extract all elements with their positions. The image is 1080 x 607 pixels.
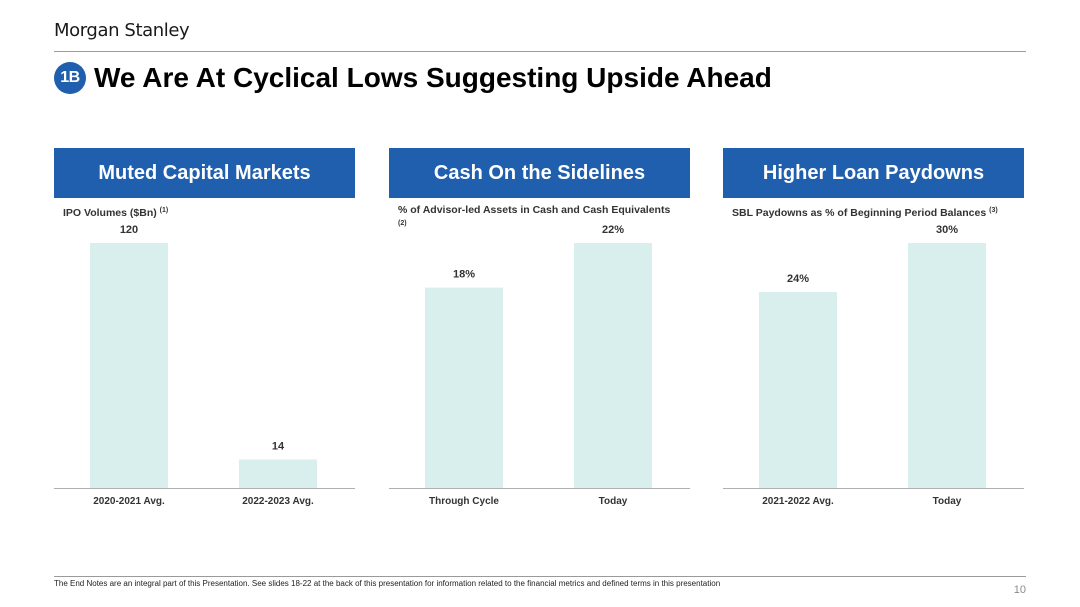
data-label-0: 18% [453,269,475,281]
data-label-1: 14 [272,440,285,452]
panel-header: Muted Capital Markets [54,148,355,198]
page-title: We Are At Cyclical Lows Suggesting Upsid… [94,62,772,93]
category-label-0: 2021-2022 Avg. [762,496,834,507]
data-label-1: 30% [936,224,958,236]
slide-title-row: 1B We Are At Cyclical Lows Suggesting Up… [54,62,772,94]
panel-header: Cash On the Sidelines [389,148,690,198]
category-label-0: 2020-2021 Avg. [93,496,165,507]
section-badge: 1B [54,62,86,94]
footnote-marker: (3) [989,207,998,214]
bar-1 [908,243,986,488]
data-label-0: 120 [120,224,138,236]
bar-0 [425,287,503,488]
ipo-volumes-chart: 120 2020-2021 Avg. 14 2022-2023 Avg. [54,224,355,507]
morgan-stanley-logo: Morgan Stanley [54,20,190,41]
category-label-1: 2022-2023 Avg. [242,496,314,507]
chart-subtitle: SBL Paydowns as % of Beginning Period Ba… [732,204,1012,220]
footnote-marker: (2) [398,220,407,227]
data-label-1: 22% [602,224,624,236]
category-label-1: Today [933,496,962,507]
page-number: 10 [1013,584,1026,596]
bar-1 [574,243,652,488]
panel-header: Higher Loan Paydowns [723,148,1024,198]
header-divider [54,51,1026,52]
panel-cash-sidelines: Cash On the Sidelines % of Advisor-led A… [389,148,690,507]
bar-0 [759,292,837,488]
cash-assets-chart: 18% Through Cycle 22% Today [389,224,690,507]
chart-subtitle: IPO Volumes ($Bn) (1) [63,204,343,220]
chart-subtitle-text: % of Advisor-led Assets in Cash and Cash… [398,204,671,216]
bar-0 [90,243,168,488]
chart-subtitle-text: IPO Volumes ($Bn) [63,207,157,219]
chart-subtitle: % of Advisor-led Assets in Cash and Cash… [398,204,678,233]
sbl-paydowns-chart: 24% 2021-2022 Avg. 30% Today [723,224,1024,507]
footer-divider [54,576,1026,577]
panel-capital-markets: Muted Capital Markets IPO Volumes ($Bn) … [54,148,355,507]
footnote-marker: (1) [159,207,169,214]
end-notes-disclaimer: The End Notes are an integral part of th… [54,579,721,588]
category-label-1: Today [599,496,628,507]
chart-subtitle-text: SBL Paydowns as % of Beginning Period Ba… [732,207,987,219]
bar-1 [239,459,317,488]
panel-loan-paydowns: Higher Loan Paydowns SBL Paydowns as % o… [723,148,1024,507]
category-label-0: Through Cycle [429,496,499,507]
data-label-0: 24% [787,273,809,285]
